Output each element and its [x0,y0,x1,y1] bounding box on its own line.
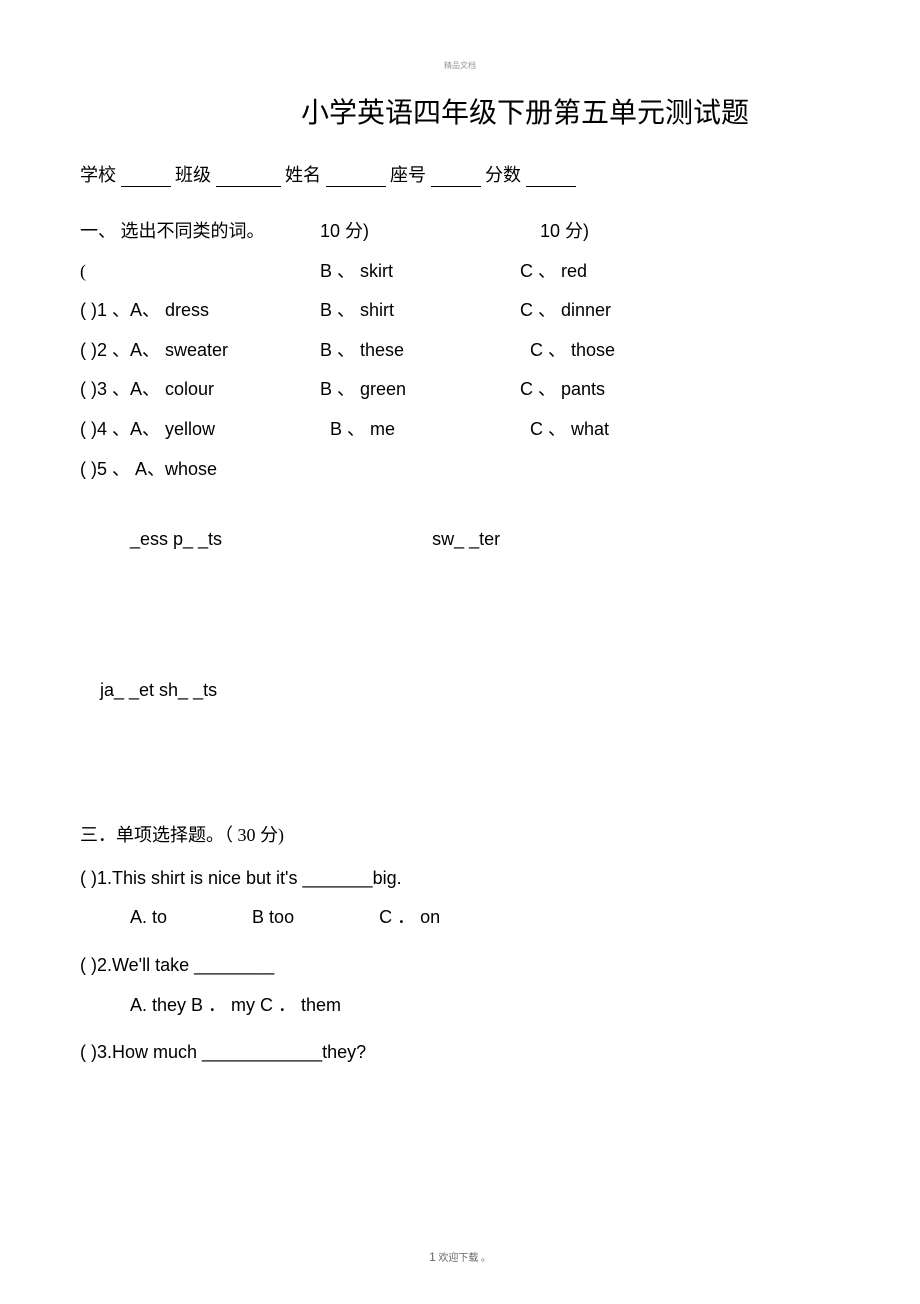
q3-c: C 、 those [530,331,720,371]
section-2: _ess p_ _ts sw_ _ter ja_ _et sh_ _ts [130,529,840,701]
q1-opt-a: A. to [130,907,167,928]
q1-opt-c: C ． on [379,903,440,929]
q3-a: ( )3 、A、 colour [80,370,320,410]
seat-blank [431,169,481,187]
fill-2: sw_ _ter [432,529,500,549]
section-1: 一、 选出不同类的词。 ( ( )1 、A、 dress ( )2 、A、 sw… [80,212,840,489]
student-info-line: 学校 班级 姓名 座号 分数 [80,161,840,187]
seat-label: 座号 [390,161,426,187]
mc-q2: ( )2.We'll take ________ [80,949,840,981]
school-label: 学校 [80,161,116,187]
mc-q3: ( )3.How much ____________they? [80,1036,840,1068]
q2-c: C 、 dinner [520,291,720,331]
fill-3: ja_ _et sh_ _ts [100,680,217,700]
q2-b: B 、 shirt [320,291,520,331]
score-label: 分数 [485,161,521,187]
q5-c: C 、 what [530,410,720,450]
name-blank [326,169,386,187]
watermark-text: 精品文档 [80,60,840,71]
section3-header: 三．单项选择题。（ 30 分) [80,821,840,847]
footer-text: 欢迎下载 。 [438,1253,491,1264]
class-label: 班级 [175,161,211,187]
q1-opt-b: B too [252,907,294,928]
fill-row-2: ja_ _et sh_ _ts [130,680,840,701]
mc-q1: ( )1.This shirt is nice but it's _______… [80,862,840,894]
fill-1: _ess p_ _ts [130,529,222,549]
section1-col-mid: 10 分) B 、 skirt B 、 shirt B 、 these B 、 … [320,212,520,489]
q5-a: ( )5 、 A、whose [80,450,320,490]
fill-row-1: _ess p_ _ts sw_ _ter [130,529,840,550]
points-2: 10 分) [540,212,720,252]
points-1: 10 分) [320,212,520,252]
section1-col-right: 10 分) C 、 red C 、 dinner C 、 those C 、 p… [520,212,720,489]
page-footer: 1 欢迎下载 。 [0,1249,920,1264]
q1-c: C 、 red [520,252,720,292]
q4-a: ( )4 、A、 yellow [80,410,320,450]
q4-b: B 、 green [320,370,520,410]
q4-c: C 、 pants [520,370,720,410]
section1-col-left: 一、 选出不同类的词。 ( ( )1 、A、 dress ( )2 、A、 sw… [80,212,320,489]
q1-b: B 、 skirt [320,252,520,292]
q2-a: ( )2 、A、 sweater [80,331,320,371]
mc-q1-options: A. to B too C ． on [130,903,840,929]
class-blank [216,169,281,187]
school-blank [121,169,171,187]
name-label: 姓名 [285,161,321,187]
section1-header: 一、 选出不同类的词。 [80,212,320,252]
section1-paren: ( [80,252,320,292]
mc-q2-options: A. they B ． my C ． them [130,989,840,1021]
section1-header-text: 一、 选出不同类的词。 [80,221,265,241]
q1-a: ( )1 、A、 dress [80,291,320,331]
q3-b: B 、 these [320,331,520,371]
page-title: 小学英语四年级下册第五单元测试题 [210,91,840,131]
q5-b: B 、 me [330,410,520,450]
score-blank [526,169,576,187]
page-number: 1 [429,1250,436,1264]
